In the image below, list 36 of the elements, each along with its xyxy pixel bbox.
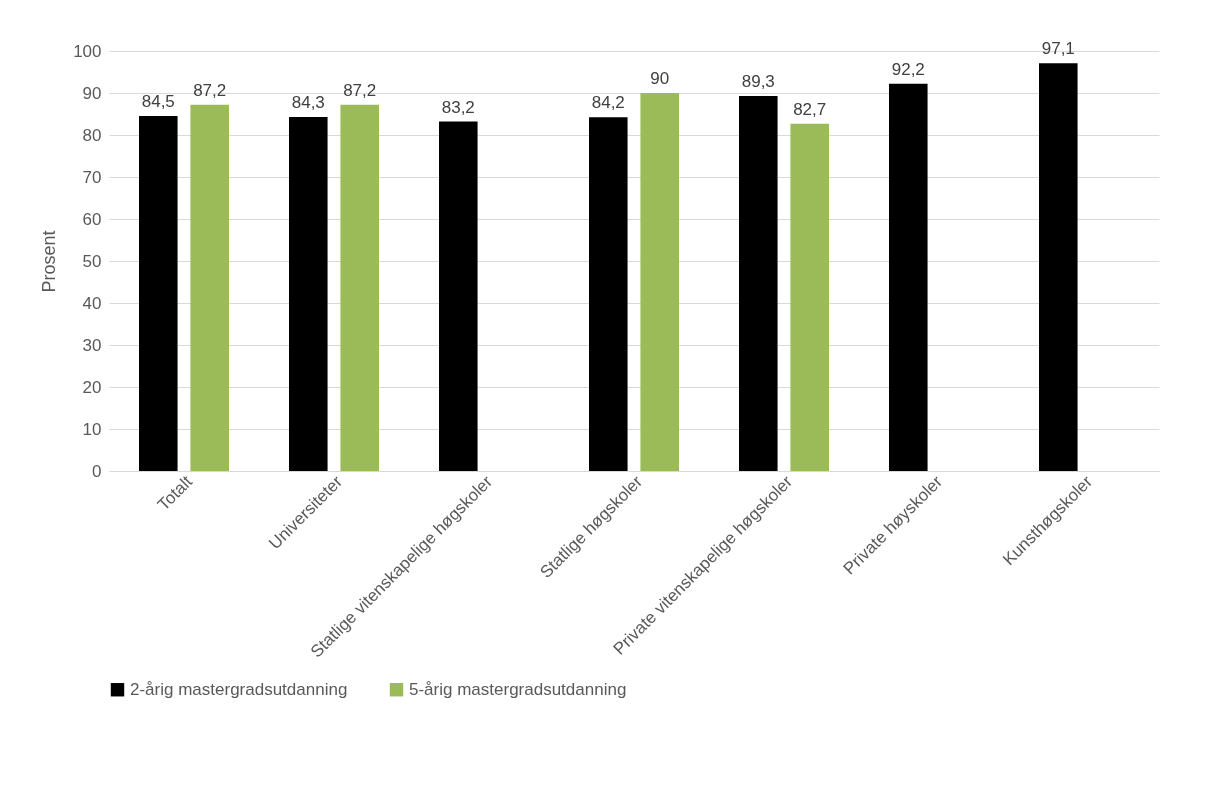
y-axis-title: Prosent: [39, 230, 60, 293]
bar: [190, 104, 229, 471]
data-label: 97,1: [1041, 39, 1075, 59]
legend-label: 2-årig mastergradsutdanning: [130, 679, 348, 699]
y-tick-label: 10: [82, 419, 102, 439]
y-tick-label: 100: [73, 41, 102, 61]
data-label: 83,2: [441, 97, 475, 117]
data-label: 89,3: [741, 71, 775, 91]
data-label: 82,7: [793, 99, 827, 119]
y-tick-label: 20: [82, 377, 102, 397]
data-label: 90: [650, 69, 670, 88]
bar: [439, 121, 478, 471]
data-label: 92,2: [891, 59, 925, 79]
bar: [640, 93, 679, 471]
bar: [289, 116, 328, 471]
y-tick-label: 80: [82, 125, 102, 145]
y-tick-label: 90: [82, 83, 102, 103]
bar: [1039, 63, 1078, 471]
y-tick-label: 50: [82, 251, 102, 271]
y-tick-label: 0: [92, 461, 102, 481]
bar: [340, 104, 379, 471]
data-label: 84,3: [291, 92, 325, 112]
bar: [790, 123, 829, 471]
bar: [889, 83, 928, 471]
data-label: 84,5: [141, 92, 175, 112]
y-tick-label: 40: [82, 293, 102, 313]
data-label: 84,2: [591, 93, 625, 113]
data-label: 87,2: [193, 80, 227, 100]
y-tick-label: 60: [82, 209, 102, 229]
y-tick-label: 30: [82, 335, 102, 355]
bar: [739, 95, 778, 471]
legend-label: 5-årig mastergradsutdanning: [409, 679, 627, 699]
bar: [139, 116, 178, 471]
bar: [589, 117, 628, 471]
data-label: 87,2: [343, 80, 377, 100]
y-tick-label: 70: [82, 167, 102, 187]
